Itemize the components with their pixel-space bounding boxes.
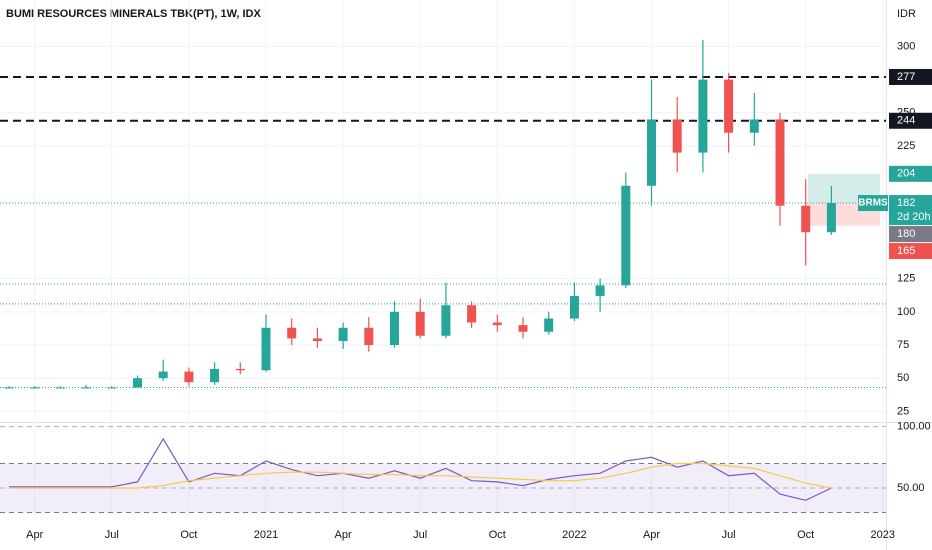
candle-body [158,371,168,379]
candle-body [415,311,425,336]
candle-body [518,325,528,332]
currency-label: IDR [897,8,916,20]
price-label: 244 [897,115,915,127]
x-tick-label: Jul [722,529,736,541]
x-tick-label: 2022 [562,529,586,541]
price-label: 165 [897,245,915,257]
candle-body [338,327,348,342]
price-label: 180 [897,228,915,240]
candle-body [647,119,656,186]
y-tick-label: 25 [897,405,909,417]
price-label: 182 [897,197,915,209]
price-label: 277 [897,71,915,83]
chart-title: BUMI RESOURCES MINERALS TBK(PT), 1W, IDX [6,8,262,20]
candle-body [30,387,40,389]
candle-body [492,322,502,326]
price-label: 204 [897,168,915,180]
candle-body [312,338,322,342]
rsi-tick-label: 50.00 [897,482,925,494]
countdown-label: 2d 20h [897,211,931,223]
y-tick-label: 225 [897,140,915,152]
candle-body [698,79,708,153]
candle-body [826,203,836,233]
rsi-tick-label: 100.00 [897,421,931,433]
x-tick-label: Apr [335,529,352,541]
x-tick-label: Jul [413,529,427,541]
y-tick-label: 75 [897,339,909,351]
candle-body [133,378,142,388]
price-label-bg [889,226,932,243]
candle-body [81,387,91,389]
candle-body [724,79,734,133]
price-label-bg [889,195,932,226]
x-tick-label: 2023 [871,529,895,541]
x-tick-label: Oct [489,529,506,541]
x-tick-label: Apr [26,529,43,541]
rsi-line [9,462,832,489]
x-tick-label: Oct [797,529,814,541]
price-label-bg [889,243,932,260]
candle-body [4,387,14,389]
candle-body [107,387,117,389]
candle-body [672,119,682,153]
y-tick-label: 300 [897,40,915,52]
candle-body [210,368,220,383]
candle-body [364,327,374,346]
price-label-bg [889,112,932,129]
symbol-tag-bg [858,195,888,212]
candle-body [595,285,605,296]
candle-body [544,318,554,332]
candle-body [441,305,451,336]
x-tick-label: Apr [643,529,660,541]
y-tick-label: 125 [897,273,915,285]
x-tick-label: Oct [180,529,197,541]
candle-body [775,119,785,206]
candle-body [184,371,194,383]
candle-body [55,387,65,389]
candle-body [801,205,811,233]
candle-body [235,368,245,371]
symbol-tag: BRMS [858,198,888,209]
candle-body [569,295,579,319]
candle-body [390,311,399,346]
price-label-bg [889,165,932,182]
candle-body [621,185,631,286]
candle-body [287,327,297,339]
y-tick-label: 50 [897,372,909,384]
x-tick-label: 2021 [254,529,278,541]
price-label-bg [889,68,932,85]
y-tick-label: 100 [897,306,915,318]
candle-body [749,119,759,133]
candle-body [467,305,477,323]
candle-body [261,327,271,371]
x-tick-label: Jul [105,529,119,541]
